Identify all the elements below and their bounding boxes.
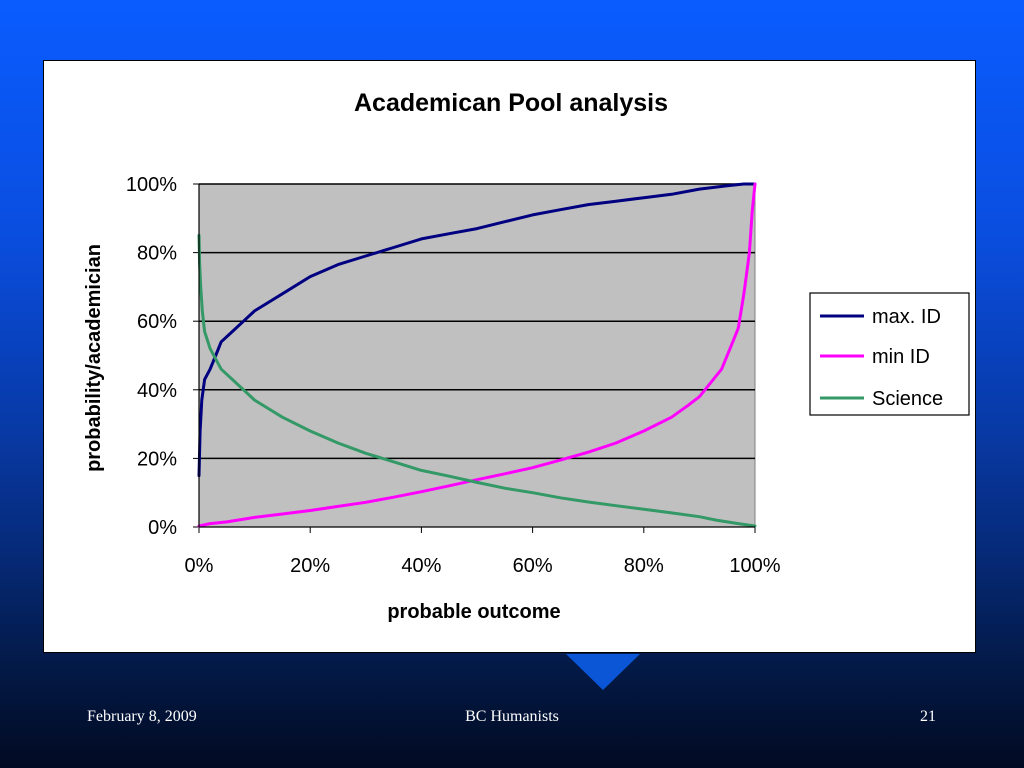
legend-label-science: Science bbox=[872, 388, 943, 410]
x-tick-label: 60% bbox=[513, 555, 553, 577]
page-number: 21 bbox=[920, 708, 936, 725]
line-chart: Academican Pool analysis 0% 20% 40% 60% 80% 1… bbox=[83, 89, 970, 623]
footer-date: February 8, 2009 bbox=[87, 708, 197, 725]
series-line-min-id bbox=[197, 182, 757, 528]
legend: max. ID min ID Science bbox=[809, 292, 970, 416]
x-tick-label: 40% bbox=[401, 555, 441, 577]
series-line-science bbox=[197, 233, 757, 528]
y-tick-label: 60% bbox=[137, 311, 177, 333]
legend-label-min-id: min ID bbox=[872, 346, 930, 368]
x-axis-label: probable outcome bbox=[387, 601, 560, 623]
x-tick-label: 20% bbox=[290, 555, 330, 577]
y-axis-label: probability/academician bbox=[83, 244, 105, 472]
x-tick-label: 0% bbox=[185, 555, 214, 577]
footer-title: BC Humanists bbox=[465, 708, 559, 725]
y-tick-label: 20% bbox=[137, 448, 177, 470]
chart-frame: Academican Pool analysis 0% 20% 40% 60% 80% 1… bbox=[43, 60, 976, 653]
x-tick-label: 100% bbox=[729, 555, 780, 577]
x-tick-label: 80% bbox=[624, 555, 664, 577]
y-axis-ticks: 0% 20% 40% 60% 80% 100% bbox=[126, 174, 199, 539]
y-tick-label: 80% bbox=[137, 243, 177, 265]
x-axis-ticks: 0% 20% 40% 60% 80% 100% bbox=[185, 527, 781, 577]
y-tick-label: 100% bbox=[126, 174, 177, 196]
gridlines bbox=[199, 183, 755, 460]
series-lines bbox=[197, 182, 757, 528]
y-tick-label: 40% bbox=[137, 380, 177, 402]
slide-decoration-notch bbox=[566, 654, 640, 690]
plot-area bbox=[198, 183, 756, 528]
y-tick-label: 0% bbox=[148, 517, 177, 539]
legend-box bbox=[809, 292, 970, 416]
legend-label-max-id: max. ID bbox=[872, 306, 941, 328]
chart-title: Academican Pool analysis bbox=[354, 89, 668, 117]
